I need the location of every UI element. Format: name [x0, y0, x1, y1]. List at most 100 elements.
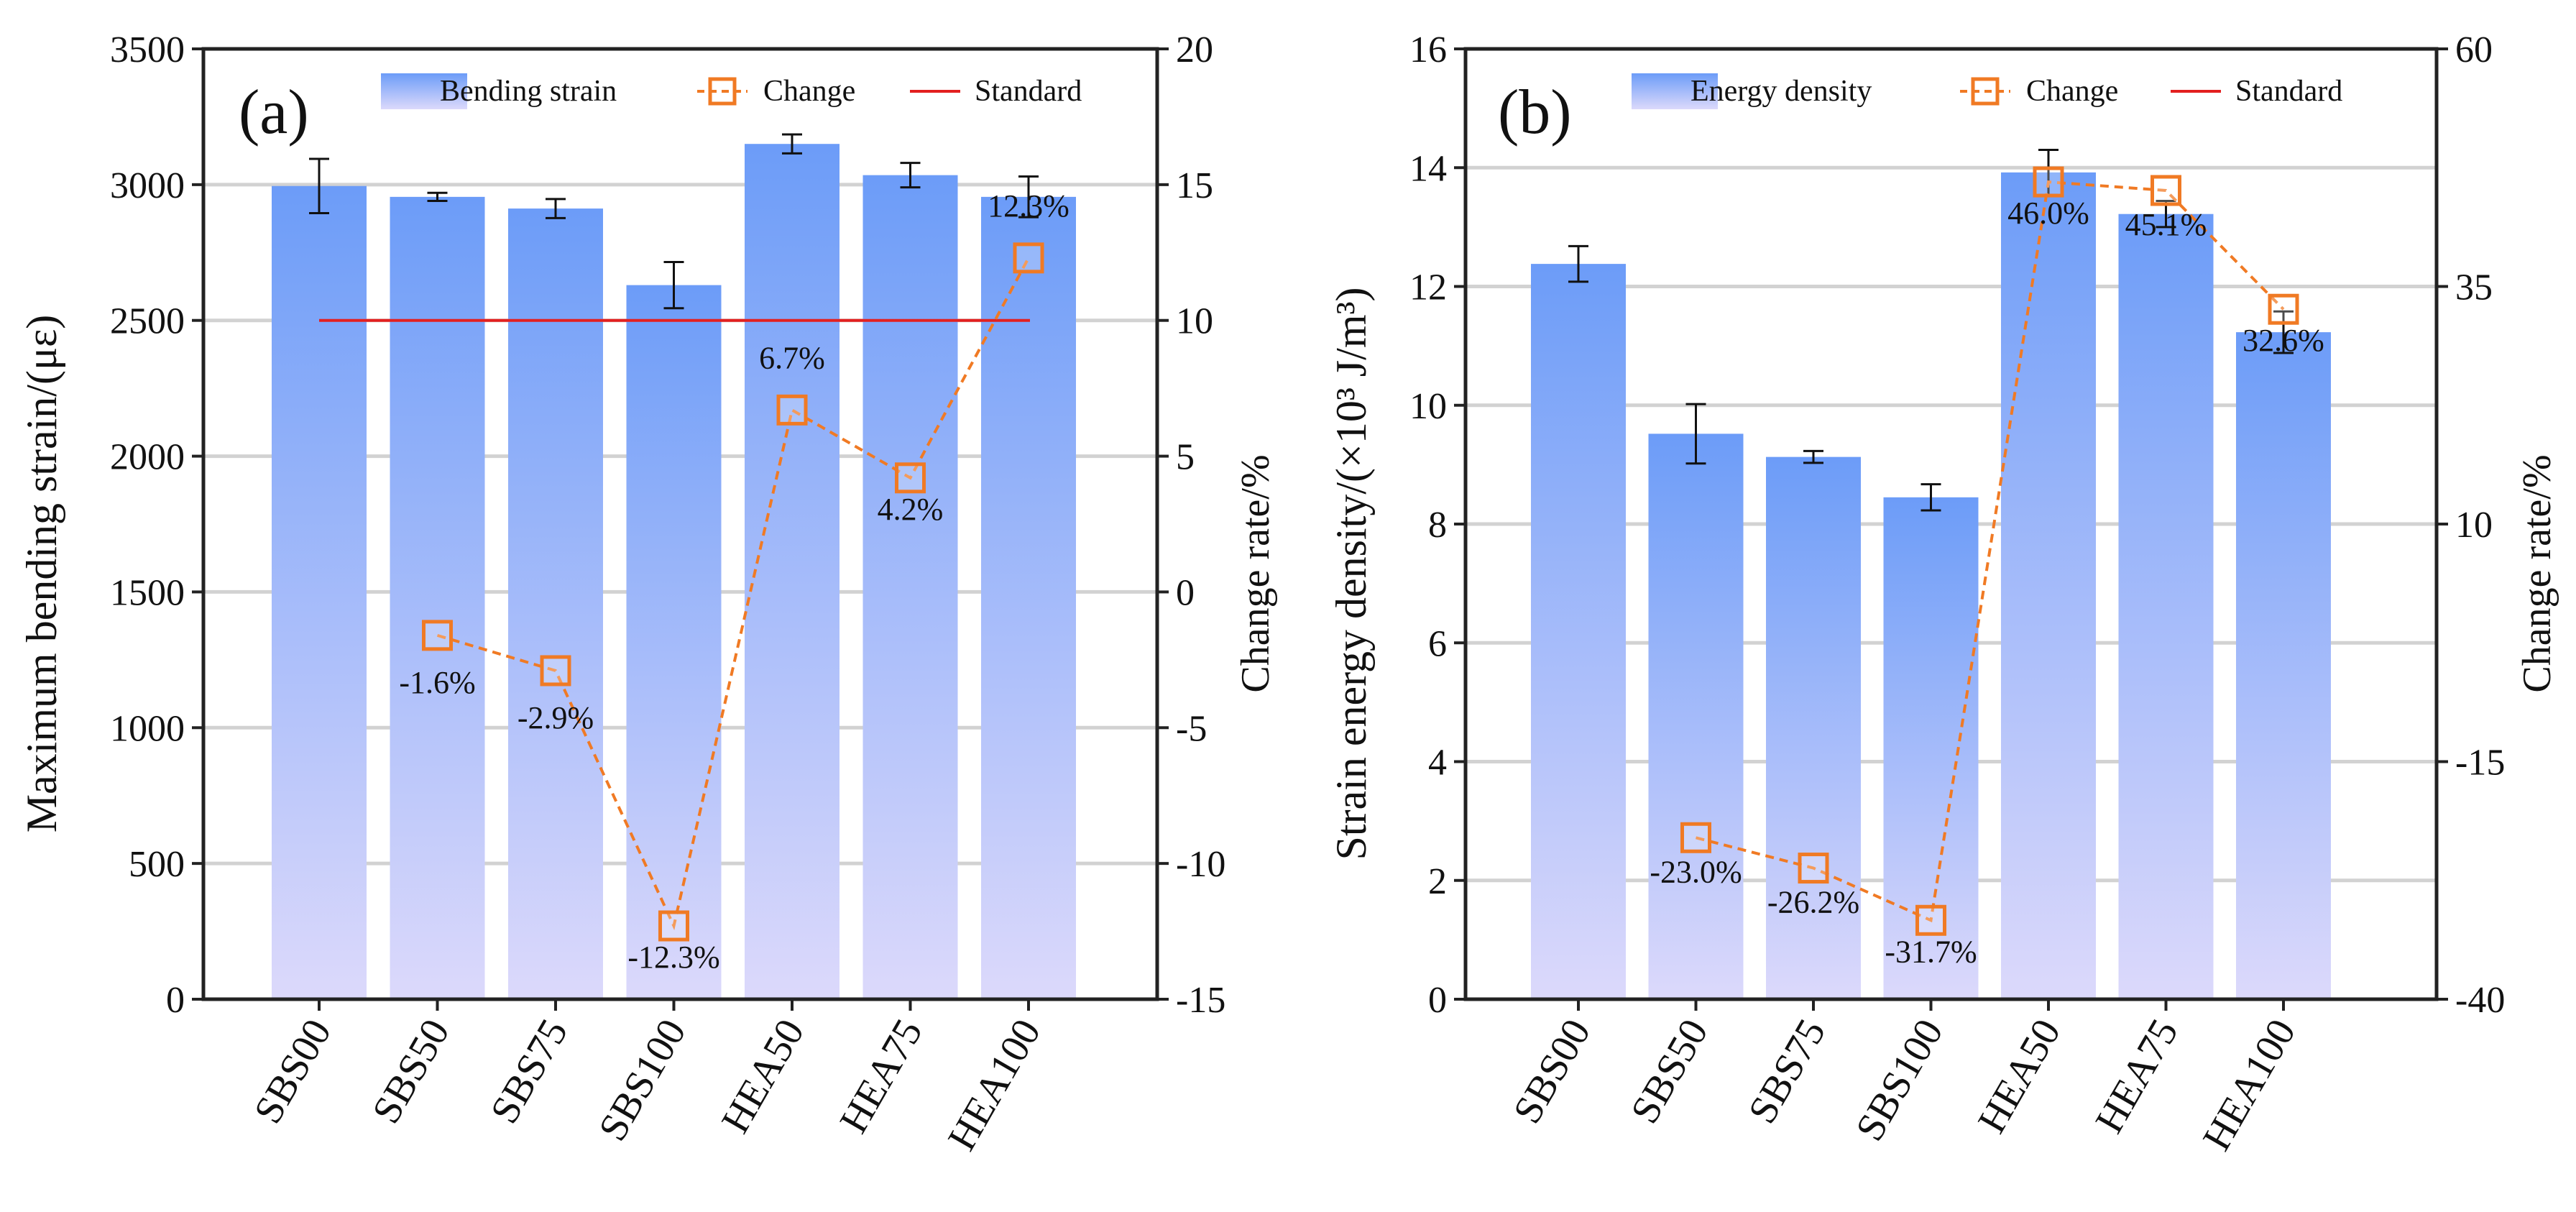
panel-label-b: (b): [1498, 78, 1572, 147]
change-label: 45.1%: [2125, 207, 2207, 242]
change-marker: [2033, 166, 2064, 198]
change-label: -23.0%: [1650, 854, 1742, 889]
y-axis-title-right-b: Change rate/%: [2515, 454, 2559, 692]
x-tick-label: SBS100: [590, 1012, 695, 1149]
change-label: 46.0%: [2007, 196, 2089, 231]
change-line: [1695, 180, 2285, 923]
y2-tick-label: 35: [2455, 267, 2493, 308]
change-marker: [540, 655, 571, 687]
x-tick-label: SBS50: [364, 1012, 459, 1131]
x-tick-label: SBS75: [1740, 1012, 1835, 1131]
legend-swatch-bar: [1632, 73, 1718, 109]
y2-tick-label: 60: [2455, 29, 2493, 70]
y-tick-label: 0: [1428, 980, 1447, 1021]
y-tick-label: 8: [1428, 505, 1447, 546]
legend-a: Bending strain Change Standard: [381, 73, 1082, 109]
x-tick-label: SBS50: [1622, 1012, 1717, 1131]
legend-label-standard: Standard: [975, 75, 1082, 108]
y-tick-label: 10: [1409, 386, 1447, 427]
y2-tick-label: 0: [1176, 572, 1195, 613]
change-label: -12.3%: [627, 940, 719, 975]
change-marker: [422, 620, 453, 651]
bar: [862, 175, 958, 999]
change-line: [436, 257, 1030, 931]
bar: [1531, 264, 1626, 999]
y2-tick-label: 5: [1176, 437, 1195, 478]
bar: [2236, 332, 2331, 1000]
y-tick-label: 14: [1409, 148, 1447, 189]
x-tick-label: SBS75: [482, 1012, 577, 1131]
legend-marker-change: [1971, 77, 2000, 106]
change-marker: [2150, 175, 2181, 206]
y2-tick-label: -5: [1176, 708, 1207, 749]
change-label: 6.7%: [759, 340, 825, 375]
y-tick-label: 3500: [110, 29, 185, 70]
y-tick-label: 6: [1428, 623, 1447, 664]
change-marker: [1680, 822, 1711, 853]
legend-swatch-bar: [381, 73, 467, 109]
panel-label-a: (a): [239, 78, 309, 147]
bar: [1648, 433, 1744, 999]
change-marker: [895, 462, 926, 494]
y2-tick-label: -10: [1176, 844, 1225, 885]
change-label: 4.2%: [878, 492, 944, 527]
y2-tick-label: 10: [2455, 505, 2493, 546]
change-label: -1.6%: [399, 665, 475, 700]
y-tick-label: 16: [1409, 29, 1447, 70]
bar: [2118, 214, 2214, 999]
x-tick-label: HEA75: [832, 1012, 932, 1141]
y-tick-label: 2: [1428, 861, 1447, 902]
y2-tick-label: 10: [1176, 301, 1213, 342]
bar: [1766, 456, 1861, 999]
legend-marker-change: [708, 77, 737, 106]
y-tick-label: 1000: [110, 708, 185, 749]
x-tick-label: HEA50: [713, 1012, 813, 1141]
bar: [626, 285, 722, 999]
chart-panel-b: -23.0% -26.2% -31.7% 46.0% 45.1% 32.6% 0 2 4 6 8 1…: [1328, 29, 2559, 1158]
y-axis-title-left-b: Strain energy density/(×10³ J/m³): [1328, 288, 1375, 860]
y-tick-label: 2500: [110, 301, 185, 342]
bar: [390, 196, 485, 1000]
y-tick-label: 12: [1409, 267, 1447, 308]
plot-frame: [201, 47, 1159, 1001]
change-marker: [1798, 853, 1829, 884]
bar: [1883, 497, 1979, 999]
y-tick-label: 1500: [110, 572, 185, 613]
bar: [981, 196, 1076, 1000]
x-tick-label: HEA50: [1969, 1012, 2069, 1141]
bar: [272, 185, 367, 999]
y2-tick-label: 15: [1176, 165, 1213, 206]
change-marker: [776, 394, 808, 426]
y-tick-label: 500: [129, 844, 185, 885]
chart-panel-a: -1.6% -2.9% -12.3% 6.7% 4.2% 12.3% 0 500 1000 15…: [18, 29, 1278, 1158]
y-tick-label: 3000: [110, 165, 185, 206]
change-marker: [658, 910, 689, 942]
legend-b: Energy density Change Standard: [1632, 73, 2342, 109]
change-label: 32.6%: [2242, 323, 2324, 358]
x-tick-label: SBS00: [1505, 1012, 1600, 1131]
y2-tick-label: -15: [1176, 980, 1225, 1021]
x-tick-label: SBS100: [1847, 1012, 1952, 1149]
change-marker: [1915, 904, 1946, 936]
legend-label-bar: Energy density: [1690, 75, 1872, 108]
y-tick-label: 2000: [110, 437, 185, 478]
legend-label-change: Change: [763, 75, 855, 108]
x-tick-label: SBS00: [246, 1012, 341, 1131]
x-tick-label: HEA100: [939, 1012, 1049, 1158]
change-label: -31.7%: [1885, 934, 1977, 969]
y-axis-title-left-a: Maximum bending strain/(με): [18, 315, 65, 833]
bar: [745, 144, 840, 1000]
bar: [2001, 172, 2096, 1000]
y-tick-label: 4: [1428, 743, 1447, 784]
y-tick-label: 0: [166, 980, 185, 1021]
x-tick-label: HEA75: [2087, 1012, 2187, 1141]
change-label: -26.2%: [1767, 885, 1859, 920]
change-marker: [1013, 242, 1044, 274]
y-axis-title-right-a: Change rate/%: [1233, 454, 1278, 692]
change-marker: [2268, 293, 2299, 325]
x-tick-label: HEA100: [2194, 1012, 2304, 1158]
y2-tick-label: -15: [2455, 743, 2505, 784]
legend-label-change: Change: [2026, 75, 2118, 108]
legend-label-standard: Standard: [2235, 75, 2342, 108]
